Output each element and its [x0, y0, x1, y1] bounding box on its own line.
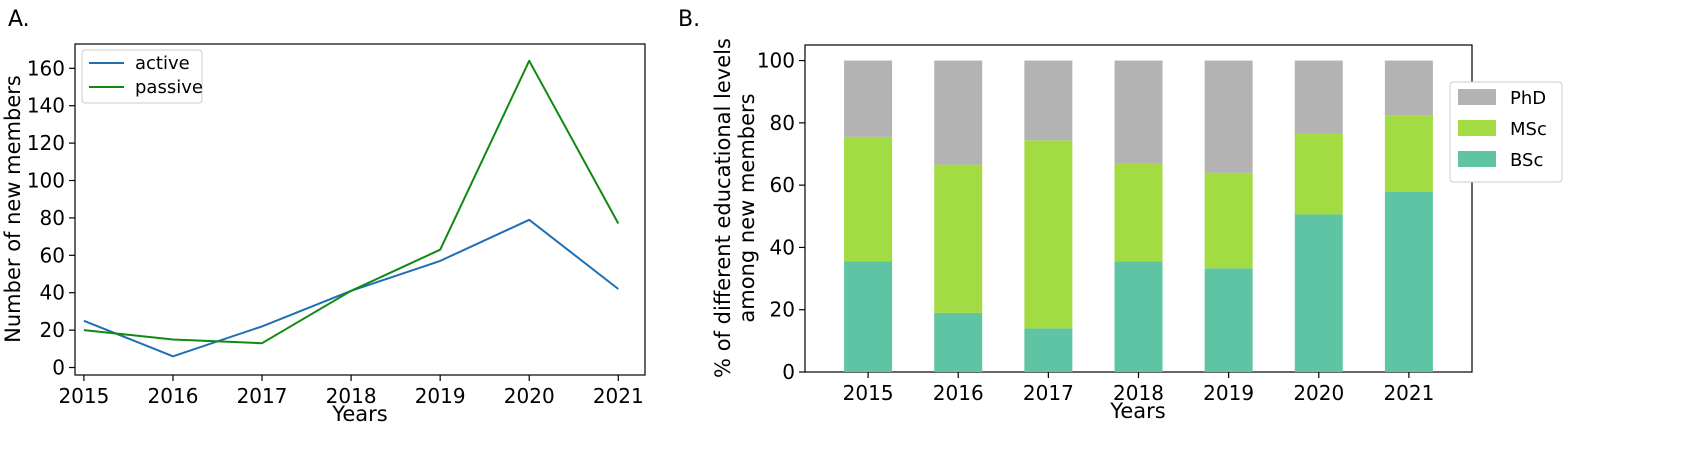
x-tick-label: 2021	[1383, 381, 1434, 405]
legend-label-phd: PhD	[1510, 88, 1546, 109]
x-tick-label: 2021	[593, 384, 644, 408]
x-tick-label: 2016	[148, 384, 199, 408]
bar-phd-2019	[1204, 60, 1253, 173]
bar-phd-2021	[1384, 60, 1433, 116]
bar-msc-2017	[1024, 140, 1073, 329]
plot-a-x-ticks: 2015 2016 2017 2018 2019 2020 2021	[58, 375, 644, 408]
plot-a-series	[83, 59, 620, 358]
x-tick-label: 2020	[504, 384, 555, 408]
panel-a-label: A.	[8, 7, 30, 32]
bar-phd-2016	[934, 60, 983, 165]
series-line-passive	[83, 59, 620, 345]
bar-phd-2020	[1294, 60, 1343, 134]
bar-bsc-2020	[1294, 214, 1343, 372]
y-tick-label: 20	[770, 298, 795, 322]
legend-label-bsc: BSc	[1510, 150, 1543, 171]
y-tick-label: 140	[27, 94, 65, 118]
y-tick-label: 0	[52, 356, 65, 380]
bar-msc-2018	[1114, 163, 1163, 262]
bar-bsc-2015	[844, 261, 893, 372]
legend-swatch-msc	[1458, 120, 1496, 136]
plot-b-y-axis-label-line-1: % of different educational levels	[711, 38, 735, 378]
bar-bsc-2018	[1114, 261, 1163, 372]
legend-swatch-phd	[1458, 89, 1496, 105]
y-tick-label: 100	[757, 49, 795, 73]
x-tick-label: 2019	[415, 384, 466, 408]
plot-b-bars	[844, 60, 1433, 372]
x-tick-label: 2019	[1203, 381, 1254, 405]
bar-bsc-2017	[1024, 328, 1073, 372]
x-tick-label: 2015	[58, 384, 109, 408]
bar-msc-2019	[1204, 172, 1253, 269]
bar-phd-2015	[844, 60, 893, 137]
plot-b-x-axis-label: Years	[1109, 399, 1165, 423]
y-tick-label: 80	[770, 111, 795, 135]
x-tick-label: 2017	[237, 384, 288, 408]
bar-phd-2018	[1114, 60, 1163, 164]
plot-b-y-axis-label: % of different educational levels among …	[711, 38, 759, 378]
bar-msc-2016	[934, 164, 983, 313]
series-line-active	[83, 218, 619, 358]
stacked-bar-chart: 0 20 40 60 80 100 2015 2016 2017 2018 2019 2020 202…	[711, 38, 1563, 423]
x-tick-label: 2017	[1023, 381, 1074, 405]
bar-bsc-2016	[934, 312, 983, 372]
y-tick-label: 0	[782, 360, 795, 384]
y-tick-label: 100	[27, 169, 65, 193]
x-tick-label: 2016	[933, 381, 984, 405]
plot-b-y-ticks: 0 20 40 60 80 100	[757, 49, 805, 384]
y-tick-label: 40	[40, 281, 65, 305]
bar-phd-2017	[1024, 60, 1073, 141]
legend-label-active: active	[135, 53, 190, 74]
legend-swatch-bsc	[1458, 151, 1496, 167]
plot-b-y-axis-label-line-2: among new members	[735, 93, 759, 322]
x-tick-label: 2020	[1293, 381, 1344, 405]
y-tick-label: 40	[770, 235, 795, 259]
x-tick-label: 2018	[326, 384, 377, 408]
bar-msc-2021	[1384, 115, 1433, 192]
y-tick-label: 20	[40, 318, 65, 342]
legend-label-msc: MSc	[1510, 119, 1547, 140]
legend-label-passive: passive	[135, 77, 203, 98]
bar-msc-2015	[844, 136, 893, 262]
plot-b-x-ticks: 2015 2016 2017 2018 2019 2020 2021	[843, 372, 1434, 405]
panel-b-label: B.	[678, 7, 700, 32]
y-tick-label: 60	[770, 173, 795, 197]
plot-a-legend: active passive	[81, 49, 203, 104]
bar-bsc-2021	[1384, 191, 1433, 372]
y-tick-label: 160	[27, 56, 65, 80]
y-tick-label: 120	[27, 131, 65, 155]
x-tick-label: 2015	[843, 381, 894, 405]
plot-a-y-ticks: 0 20 40 60 80 100 120 140 160	[27, 56, 75, 380]
plot-a-frame	[74, 43, 646, 376]
bar-msc-2020	[1294, 133, 1343, 215]
y-tick-label: 80	[40, 206, 65, 230]
bar-bsc-2019	[1204, 268, 1253, 372]
x-tick-label: 2018	[1113, 381, 1164, 405]
y-tick-label: 60	[40, 243, 65, 267]
plot-a-x-axis-label: Years	[331, 402, 387, 426]
plot-b-legend: PhD MSc BSc	[1449, 81, 1563, 183]
plot-a-y-axis-label: Number of new members	[1, 75, 25, 343]
